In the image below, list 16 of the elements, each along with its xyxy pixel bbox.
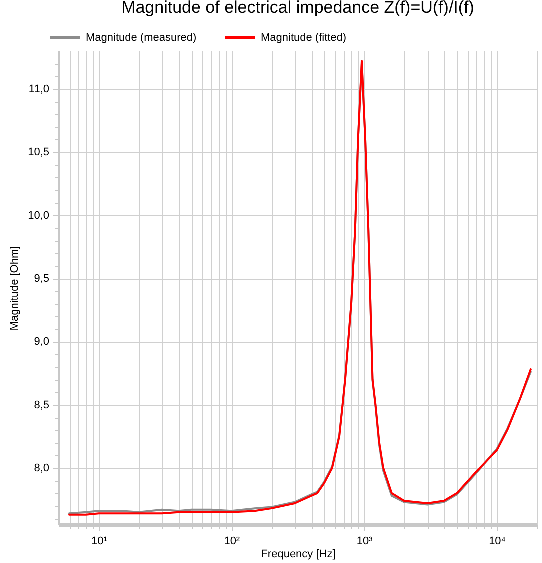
legend-label: Magnitude (fitted) — [261, 32, 347, 44]
legend-label: Magnitude (measured) — [86, 32, 197, 44]
y-tick-label: 10,5 — [28, 146, 50, 159]
x-axis-title: Frequency [Hz] — [261, 548, 336, 560]
y-tick-label: 11,0 — [28, 83, 50, 96]
x-tick-label: 10⁴ — [489, 536, 506, 548]
y-tick-label: 8,5 — [34, 399, 50, 412]
y-tick-label: 9,0 — [34, 336, 50, 348]
y-axis-title: Magnitude [Ohm] — [9, 246, 22, 331]
x-tick-label: 10¹ — [91, 536, 108, 548]
chart-title: Magnitude of electrical impedance Z(f)=U(f)/I(f) — [122, 0, 474, 17]
y-tick-label: 10,0 — [28, 210, 50, 222]
x-tick-label: 10² — [224, 536, 240, 548]
y-tick-label: 8,0 — [34, 462, 50, 475]
x-tick-label: 10³ — [356, 536, 374, 548]
y-tick-label: 9,5 — [34, 273, 50, 286]
